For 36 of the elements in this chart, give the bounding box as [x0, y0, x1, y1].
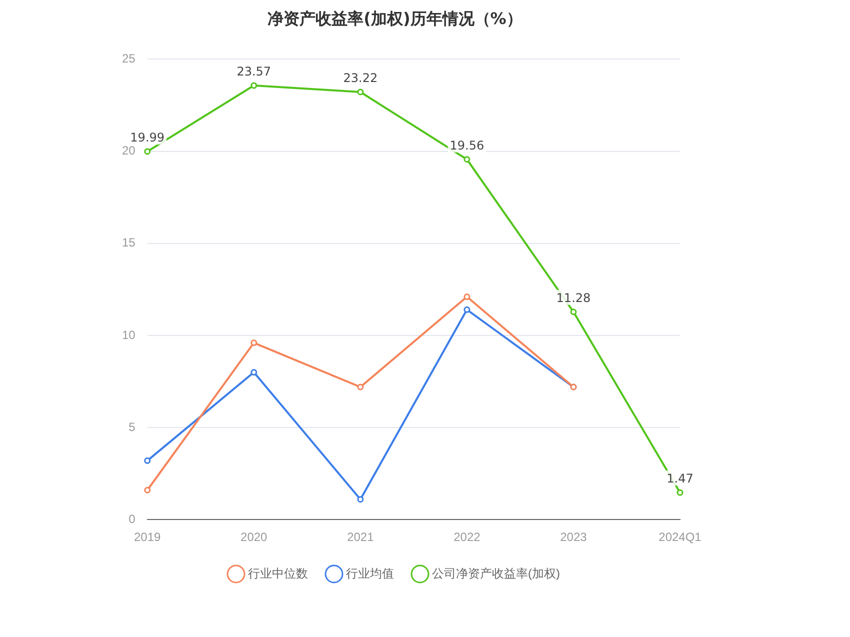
- point: [357, 496, 364, 503]
- point: [250, 369, 258, 376]
- data-label: 1.47: [666, 472, 694, 486]
- y-tick-label: 5: [128, 420, 136, 434]
- point: [144, 457, 151, 464]
- point: [464, 156, 470, 163]
- x-tick-label: 2022: [454, 530, 481, 544]
- x-tick-label: 2019: [134, 530, 162, 544]
- point: [144, 486, 151, 494]
- x-tick-label: 2020: [240, 530, 268, 544]
- x-tick-label: 2021: [347, 530, 374, 544]
- point: [250, 82, 258, 89]
- y-tick-label: 20: [122, 144, 136, 158]
- legend-label: 公司净资产收益率(加权): [432, 566, 560, 580]
- data-label: 11.28: [556, 290, 591, 305]
- point: [144, 148, 151, 155]
- data-label: 19.99: [130, 130, 165, 145]
- point: [464, 306, 470, 313]
- point: [464, 294, 470, 300]
- legend-label: 行业均值: [346, 566, 394, 580]
- data-label: 19.56: [450, 138, 484, 153]
- y-tick-label: 0: [128, 512, 136, 526]
- x-tick-label: 2023: [560, 530, 588, 544]
- point: [676, 489, 684, 496]
- point: [570, 308, 577, 316]
- data-label: 23.22: [343, 71, 378, 86]
- data-label: 23.57: [236, 64, 272, 79]
- chart-title: 净资产收益率(加权)历年情况（%）: [268, 8, 522, 28]
- y-tick-label: 10: [122, 328, 136, 342]
- point: [357, 384, 364, 390]
- point: [250, 340, 258, 346]
- point: [357, 88, 364, 96]
- x-tick-label: 2024Q1: [658, 530, 702, 544]
- y-tick-label: 15: [122, 236, 136, 250]
- legend-label: 行业中位数: [248, 566, 308, 580]
- y-tick-label: 25: [122, 52, 136, 66]
